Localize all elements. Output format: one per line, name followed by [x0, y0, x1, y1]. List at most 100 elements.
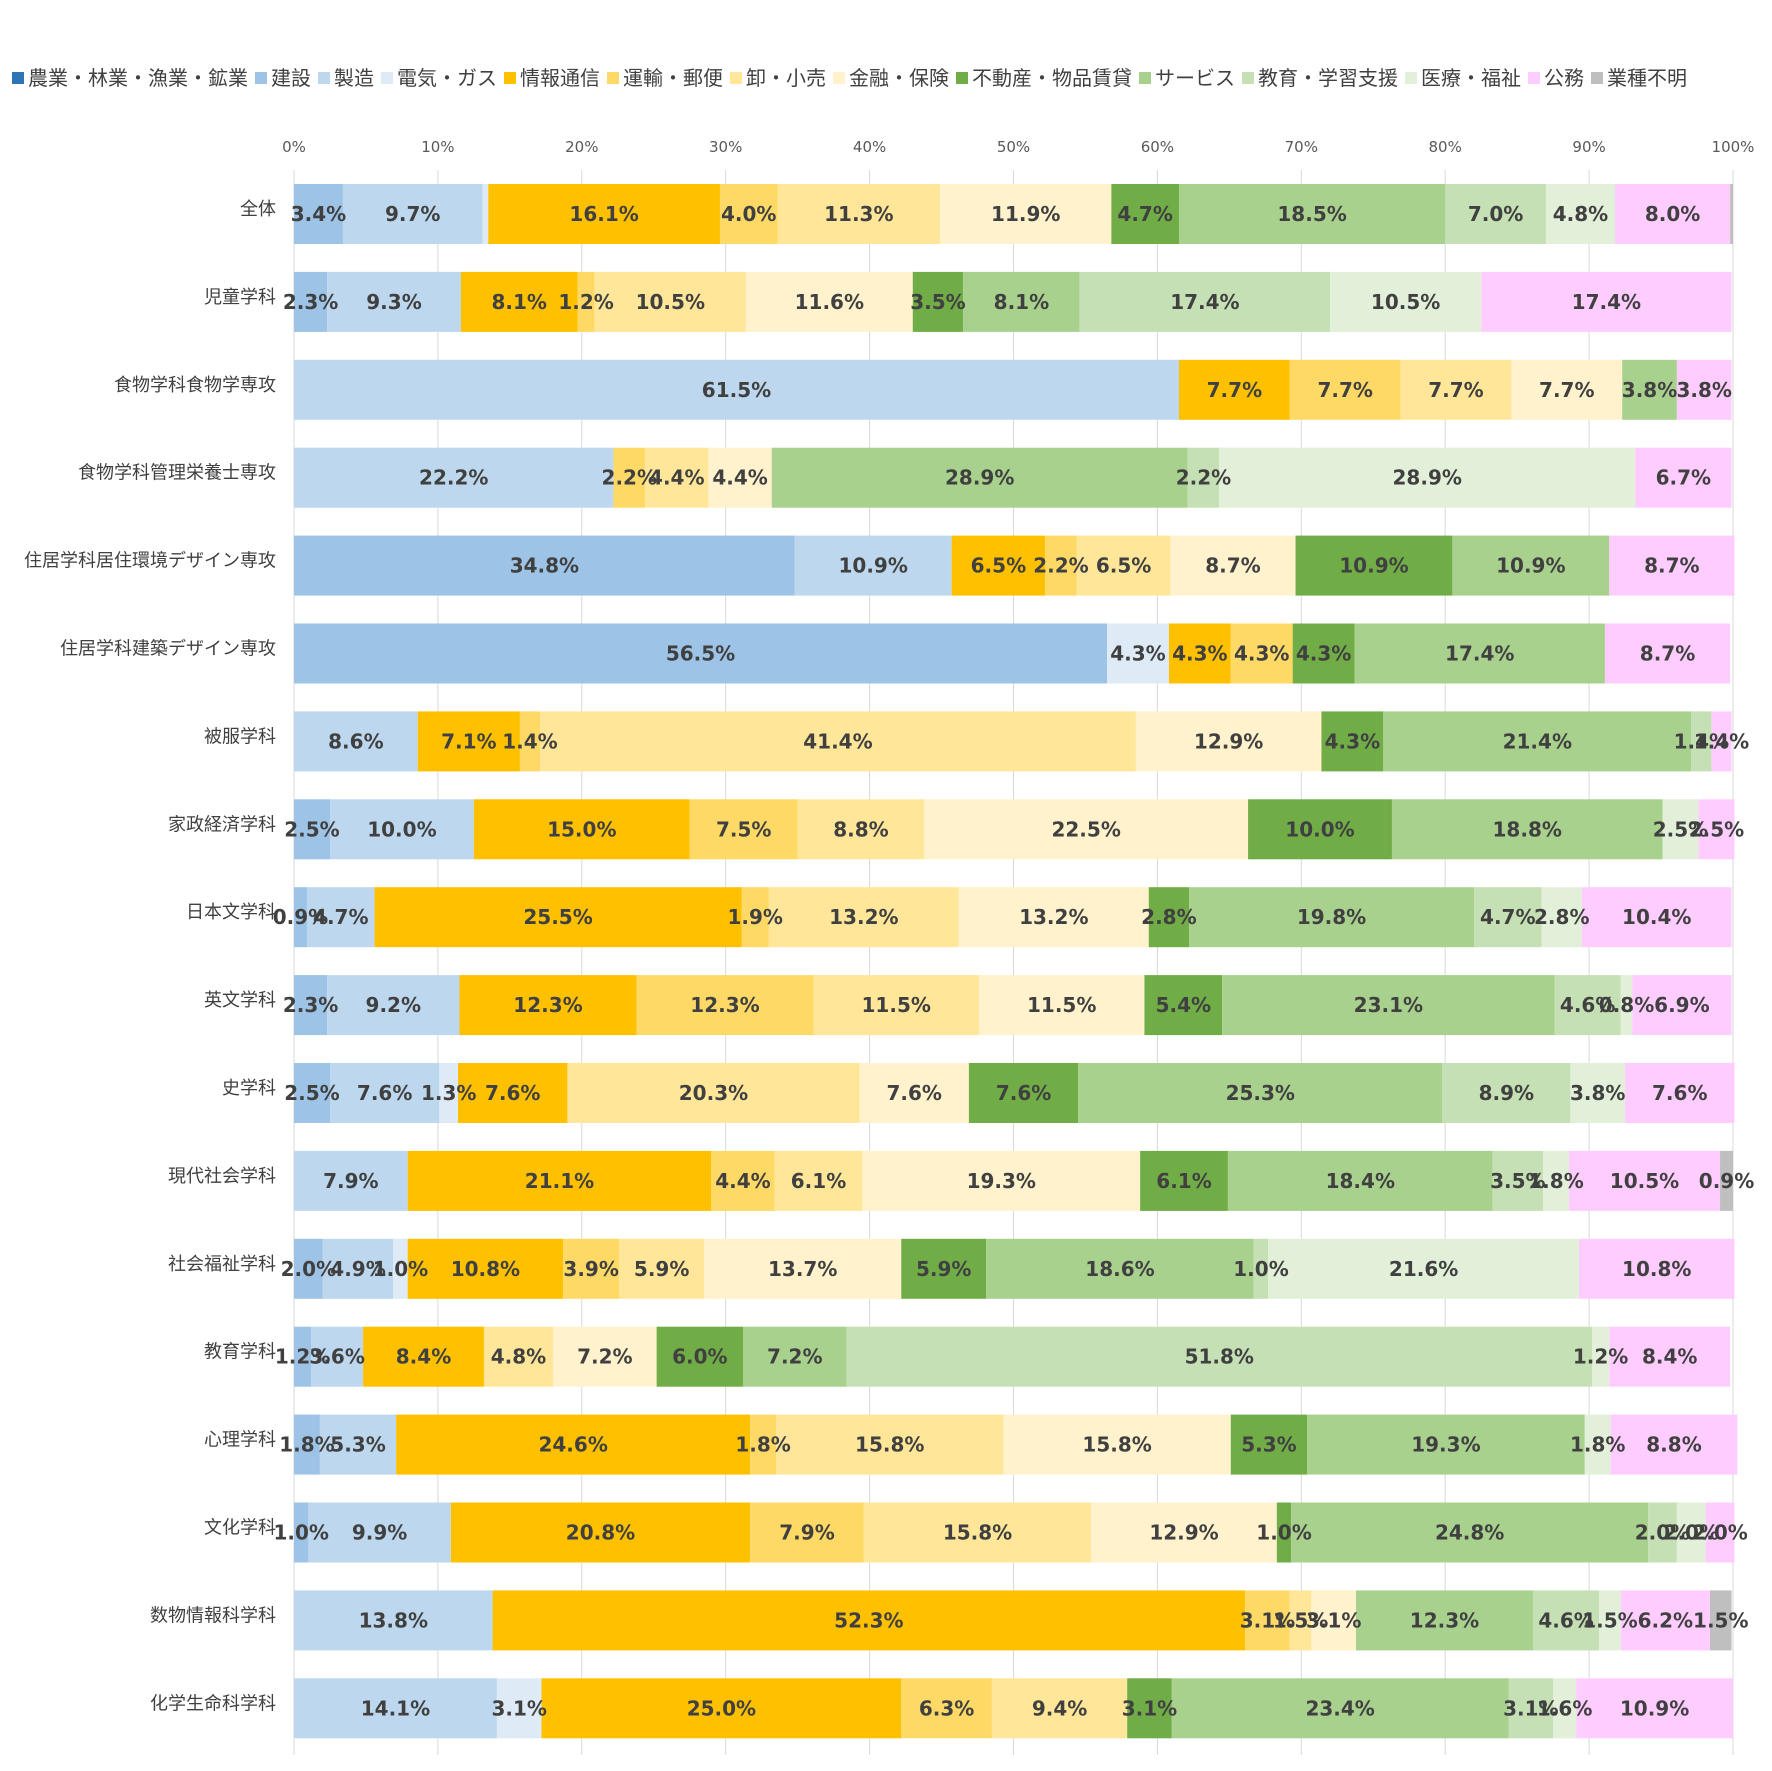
data-label: 2.0%: [281, 1257, 336, 1281]
bar-segment: [374, 887, 742, 948]
data-label: 3.1%: [1306, 1608, 1361, 1632]
bar-segment: [1187, 447, 1220, 508]
data-label: 52.3%: [834, 1608, 903, 1632]
data-label: 34.8%: [510, 554, 579, 578]
data-label: 21.1%: [525, 1169, 594, 1193]
legend-label-6: 卸・小売: [746, 66, 826, 90]
data-label: 3.8%: [1676, 378, 1731, 402]
data-label: 1.3%: [421, 1081, 476, 1105]
data-label: 8.8%: [1646, 1433, 1701, 1457]
bar-segment: [1178, 184, 1446, 244]
data-label: 8.0%: [1645, 202, 1700, 226]
bar-segment: [1219, 447, 1636, 508]
data-label: 25.0%: [687, 1696, 756, 1720]
data-label: 14.1%: [361, 1696, 430, 1720]
data-label: 10.0%: [367, 817, 436, 841]
bar-segment: [594, 271, 746, 332]
bar-segment: [450, 1502, 751, 1563]
data-label: 1.5%: [1582, 1608, 1637, 1632]
data-label: 1.2%: [558, 290, 613, 314]
legend-swatch-7: [833, 72, 845, 84]
data-label: 7.6%: [357, 1081, 412, 1105]
bar-segment: [1584, 1414, 1611, 1475]
bar-segment: [901, 1678, 992, 1739]
bar-segment: [1230, 623, 1293, 684]
data-label: 3.4%: [291, 202, 346, 226]
bar-segment: [294, 711, 418, 772]
data-label: 28.9%: [1393, 466, 1462, 490]
legend-swatch-11: [1405, 72, 1417, 84]
x-tick-label: 90%: [1572, 138, 1605, 156]
legend-swatch-1: [255, 72, 267, 84]
bar-segment: [1676, 359, 1732, 420]
data-label: 24.6%: [538, 1433, 607, 1457]
bar-segment: [1321, 711, 1384, 772]
bar-segment: [797, 799, 925, 860]
data-label: 12.9%: [1194, 729, 1263, 753]
data-label: 10.8%: [1622, 1257, 1691, 1281]
bar-segment: [294, 359, 1179, 420]
bar-segment: [294, 1502, 309, 1563]
legend-swatch-2: [318, 72, 330, 84]
bar-segment: [1144, 975, 1223, 1036]
bar-segment: [1579, 1238, 1735, 1299]
data-label: 4.4%: [712, 466, 767, 490]
data-label: 23.1%: [1354, 993, 1423, 1017]
data-label: 17.4%: [1445, 642, 1514, 666]
data-label: 8.9%: [1479, 1081, 1534, 1105]
data-label: 7.7%: [1539, 378, 1594, 402]
data-label: 2.8%: [1141, 905, 1196, 929]
bar-segment: [393, 1238, 408, 1299]
bar-segment: [862, 1150, 1141, 1211]
bar-segment: [1253, 1238, 1269, 1299]
bar-segment: [958, 887, 1149, 948]
data-label: 1.5%: [1273, 1608, 1328, 1632]
data-label: 1.8%: [279, 1433, 334, 1457]
bar-segment: [294, 1063, 330, 1123]
bar-segment: [319, 1414, 397, 1475]
data-label: 4.7%: [313, 905, 368, 929]
bar-segment: [1452, 535, 1610, 596]
bar-segment: [968, 1063, 1079, 1123]
bar-segment: [1511, 359, 1623, 420]
category-label: 化学生命科学科: [150, 1693, 276, 1714]
bar-segment: [656, 1326, 743, 1387]
bar-segment: [750, 1502, 864, 1563]
data-label: 56.5%: [666, 642, 735, 666]
bar-segment: [294, 1238, 323, 1299]
data-label: 6.1%: [791, 1169, 846, 1193]
bar-segment: [1545, 184, 1616, 244]
bar-segment: [1532, 1590, 1600, 1651]
data-label: 13.2%: [1019, 905, 1088, 929]
bar-segment: [1276, 1502, 1292, 1563]
bar-segment: [306, 887, 375, 948]
data-label: 5.4%: [1156, 993, 1211, 1017]
data-label: 17.4%: [1572, 290, 1641, 314]
data-label: 9.4%: [1032, 1696, 1087, 1720]
data-label: 7.1%: [441, 729, 496, 753]
data-label: 3.6%: [309, 1345, 364, 1369]
data-label: 11.3%: [824, 202, 893, 226]
bar-segment: [459, 975, 637, 1036]
x-tick-label: 50%: [997, 138, 1030, 156]
bar-segment: [1632, 975, 1732, 1036]
bar-segment: [294, 1590, 493, 1651]
data-label: 17.4%: [1170, 290, 1239, 314]
data-label: 10.5%: [1371, 290, 1440, 314]
bar-segment: [1307, 1414, 1585, 1475]
category-label: 現代社会学科: [168, 1166, 276, 1187]
bar-segment: [363, 1326, 484, 1387]
category-label: 住居学科建築デザイン専攻: [60, 639, 276, 660]
bar-segment: [294, 623, 1108, 684]
bar-segment: [1355, 1590, 1533, 1651]
data-label: 25.5%: [523, 905, 592, 929]
data-label: 8.7%: [1644, 554, 1699, 578]
bar-segment: [492, 1590, 1246, 1651]
data-label: 1.0%: [1256, 1521, 1311, 1545]
bar-segment: [613, 447, 646, 508]
data-label: 9.2%: [366, 993, 421, 1017]
legend-label-8: 不動産・物品賃貸: [972, 66, 1132, 90]
data-label: 2.3%: [283, 290, 338, 314]
legend-label-11: 医療・福祉: [1421, 66, 1521, 90]
category-label: 社会福祉学科: [168, 1254, 276, 1275]
